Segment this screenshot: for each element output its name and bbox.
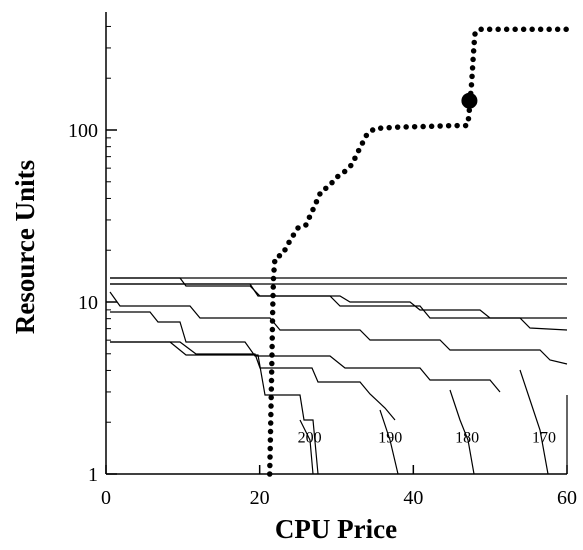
equilibrium-marker <box>461 92 478 109</box>
tick-labels: 0 20 40 60 1 10 100 <box>68 120 577 509</box>
y-axis-title: Resource Units <box>10 160 40 334</box>
demand-curve-segment-10 <box>449 389 475 475</box>
y-tick-label: 10 <box>78 292 98 314</box>
x-tick-label: 20 <box>250 487 270 509</box>
x-tick-label: 40 <box>403 487 423 509</box>
demand-curve-segment-2 <box>110 277 567 319</box>
axes <box>105 12 568 475</box>
demand-curves: 200 190 180 170 <box>109 277 568 475</box>
demand-curve-segment-4 <box>109 291 568 365</box>
x-axis-title: CPU Price <box>275 514 397 544</box>
supply-curve <box>266 26 570 477</box>
demand-curve-segment-3 <box>110 283 568 331</box>
y-tick-label: 1 <box>88 464 98 486</box>
demand-curve-segment-9 <box>379 409 399 475</box>
demand-curve-label-1: 190 <box>378 430 402 447</box>
demand-curve-segment-5 <box>110 311 501 393</box>
demand-curve-segment-11 <box>519 369 549 475</box>
demand-curve-segment-6 <box>110 341 396 421</box>
supply-curve-line <box>266 26 570 477</box>
demand-curve-segment-8 <box>299 419 314 475</box>
demand-curve-segment-7 <box>110 341 319 475</box>
demand-curve-label-0: 200 <box>298 430 322 447</box>
x-tick-label: 60 <box>557 487 577 509</box>
demand-curve-label-2: 180 <box>455 430 479 447</box>
x-tick-label: 0 <box>101 487 111 509</box>
demand-curve-label-3: 170 <box>532 430 556 447</box>
y-tick-label: 100 <box>68 120 98 142</box>
